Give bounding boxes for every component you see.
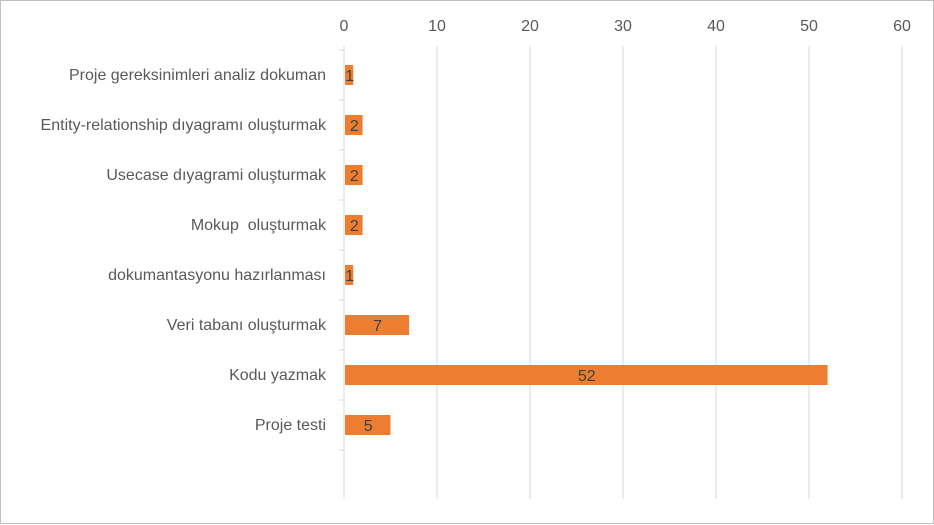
data-label-8: 5 [364, 418, 373, 435]
data-label-6: 7 [373, 318, 382, 335]
bar-3 [345, 165, 363, 185]
bar-5 [345, 265, 354, 285]
bar-4 [345, 215, 363, 235]
category-label-4: Mokup oluşturmak [191, 217, 327, 234]
x-tick-label-20: 20 [521, 18, 539, 35]
bar-7 [345, 365, 828, 385]
category-label-1: Proje gereksinimleri analiz dokuman [69, 67, 326, 84]
x-tick-label-60: 60 [893, 18, 911, 35]
x-tick-label-50: 50 [800, 18, 818, 35]
x-tick-label-0: 0 [340, 18, 349, 35]
x-tick-label-30: 30 [614, 18, 632, 35]
bar-1 [345, 65, 354, 85]
data-label-2: 2 [350, 118, 359, 135]
data-label-5: 1 [345, 268, 354, 285]
data-label-4: 2 [350, 218, 359, 235]
category-label-6: Veri tabanı oluşturmak [167, 317, 327, 334]
x-tick-label-10: 10 [428, 18, 446, 35]
x-tick-label-40: 40 [707, 18, 725, 35]
data-label-3: 2 [350, 168, 359, 185]
data-label-1: 1 [345, 68, 354, 85]
category-label-2: Entity-relationship dıyagramı oluşturmak [41, 117, 327, 134]
category-label-7: Kodu yazmak [229, 367, 327, 384]
category-label-8: Proje testi [255, 417, 326, 434]
bar-6 [345, 315, 410, 335]
category-label-5: dokumantasyonu hazırlanması [108, 267, 326, 284]
category-label-3: Usecase dıyagrami oluşturmak [106, 167, 327, 184]
bar-2 [345, 115, 363, 135]
bar-8 [345, 415, 391, 435]
data-label-7: 52 [578, 368, 596, 385]
